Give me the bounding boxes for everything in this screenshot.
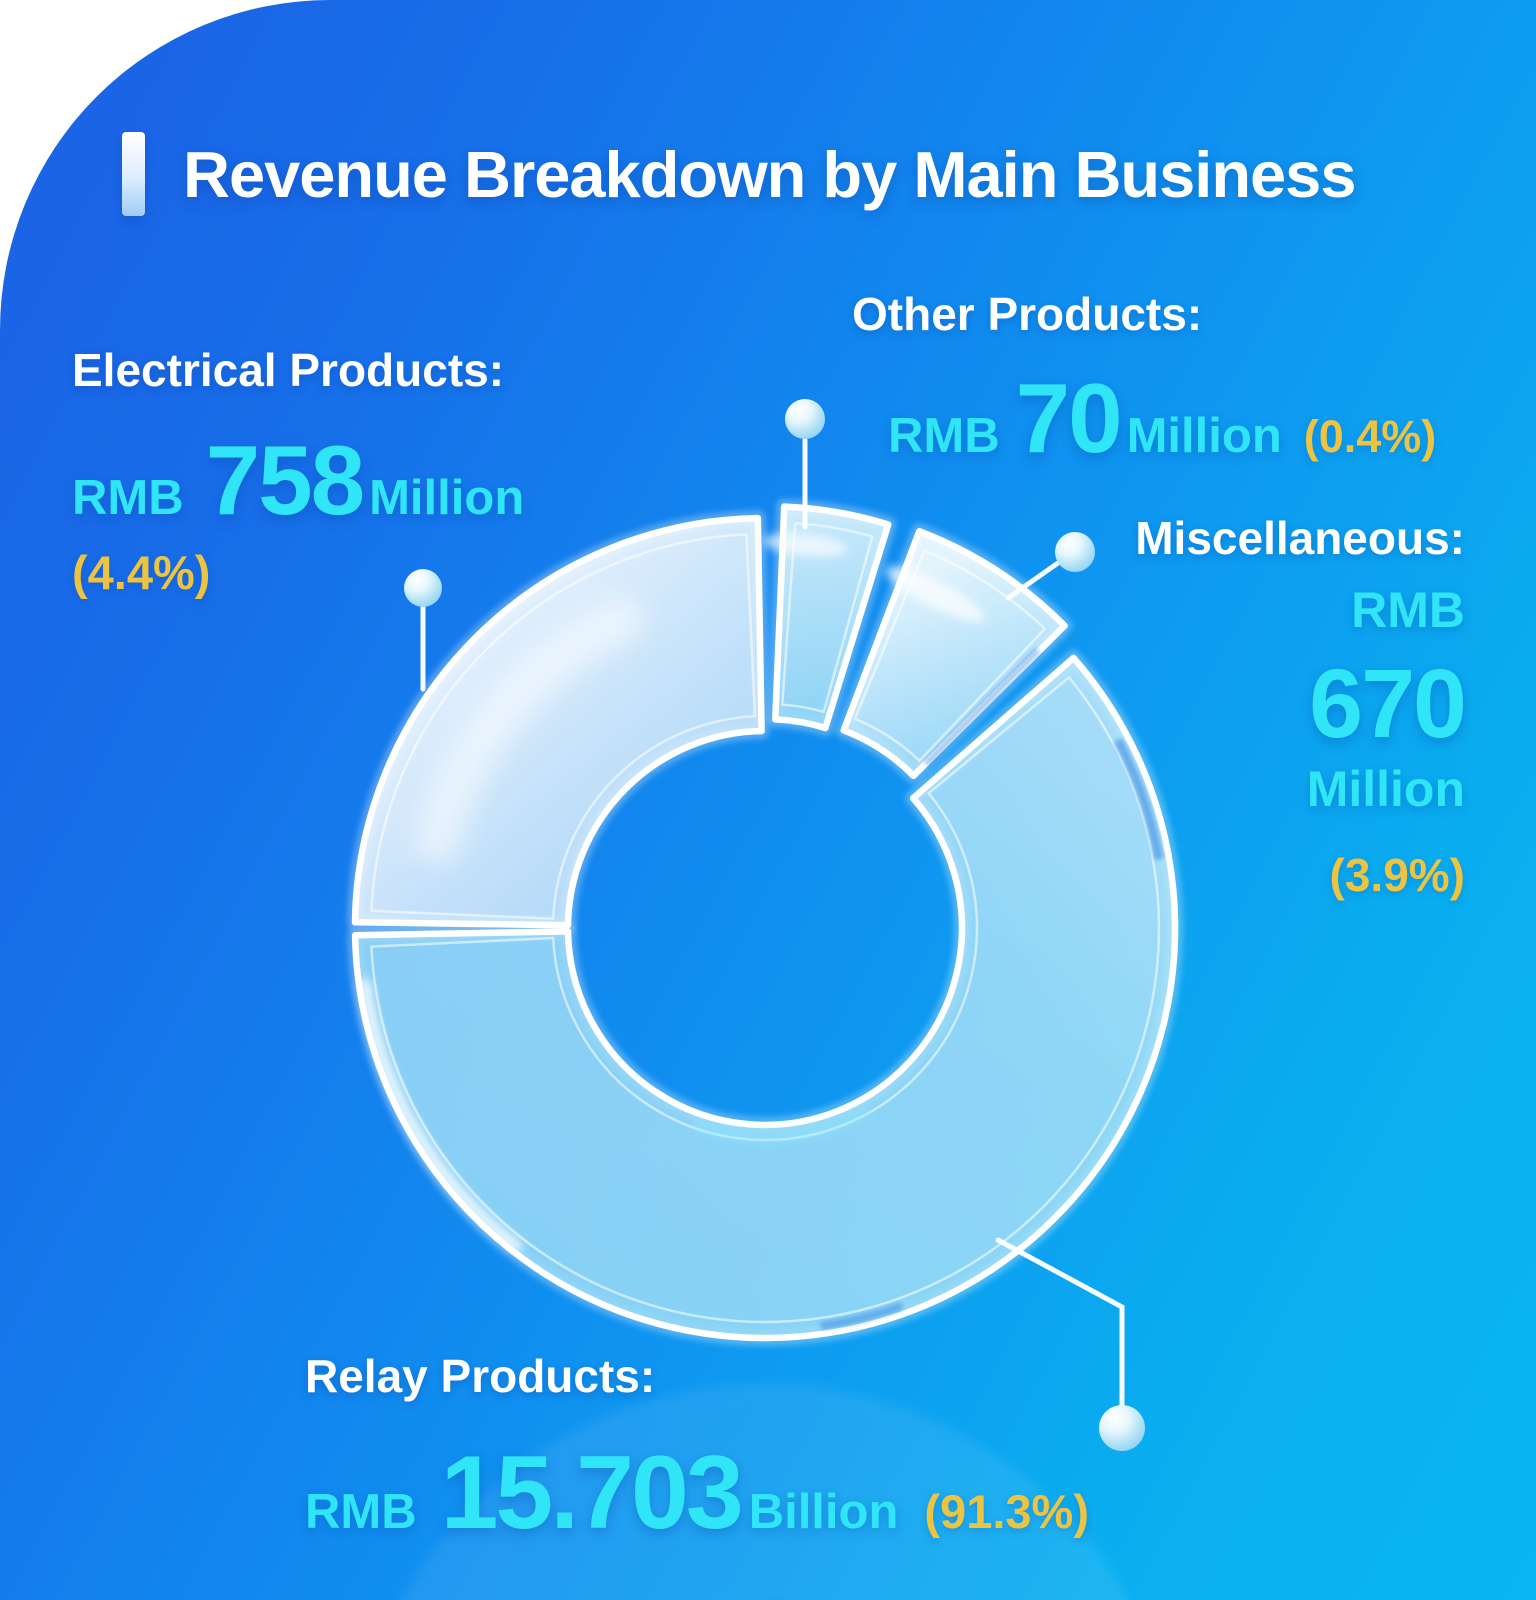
misc-refraction-streak (923, 647, 1041, 767)
relay-refraction-streak (1114, 737, 1164, 860)
currency-prefix: RMB (888, 408, 1000, 463)
percent-badge: (91.3%) (924, 1484, 1089, 1538)
callout-electrical-products: Electrical Products: RMB 758 Million (4.… (72, 344, 524, 600)
percent-badge: (0.4%) (1303, 410, 1437, 462)
leader-line-relay (995, 1237, 1125, 1409)
donut-segments (347, 498, 1183, 1346)
relay-inner-glow (691, 1105, 873, 1143)
callout-label: Electrical Products: (72, 344, 505, 396)
currency-prefix: RMB (305, 1484, 417, 1539)
callout-miscellaneous: Miscellaneous: RMB 670 Million (3.9%) (1135, 512, 1467, 902)
leader-ball-misc (1055, 532, 1095, 572)
value-number: 70 (1015, 362, 1123, 473)
callout-label: Miscellaneous: (1135, 512, 1465, 564)
value-unit: Million (1126, 408, 1282, 463)
donut-segment-misc (835, 523, 1073, 784)
header: Revenue Breakdown by Main Business (122, 132, 1356, 216)
leader-ball-other (785, 399, 825, 439)
percent-badge: (4.4%) (72, 545, 211, 599)
callout-other-products: Other Products: RMB 70 Million (0.4%) (852, 288, 1436, 467)
value-number: 15.703 (440, 1434, 744, 1551)
title-accent-bar (122, 132, 145, 216)
callout-label: Relay Products: (305, 1350, 656, 1402)
value-number: 670 (1309, 648, 1467, 758)
leader-lines (404, 399, 1145, 1451)
value-number: 758 (205, 424, 366, 535)
value-unit: Million (369, 470, 525, 525)
value-unit: Million (1306, 760, 1465, 817)
donut-segment-other (767, 498, 897, 736)
misc-shine-highlight (885, 566, 985, 622)
currency-prefix: RMB (72, 470, 184, 525)
callout-value-row: RMB 758 Million (72, 431, 524, 529)
electrical-shine-highlight (414, 597, 644, 863)
value-unit: Billion (748, 1484, 899, 1539)
callout-relay-products: Relay Products: RMB 15.703 Billion (91.3… (305, 1350, 1089, 1545)
currency-prefix: RMB (1351, 581, 1465, 638)
callout-value-row: RMB 15.703 Billion (91.3%) (305, 1441, 1089, 1545)
glass-highlights (359, 533, 1164, 1330)
callout-value-row: RMB 70 Million (0.4%) (888, 369, 1436, 467)
other-shine-highlight (763, 533, 847, 557)
leader-ball-relay (1099, 1405, 1145, 1451)
relay-rim-light (359, 978, 522, 1252)
donut-reflection (402, 1385, 1128, 1600)
leader-line-misc (1005, 560, 1061, 601)
callout-label: Other Products: (852, 288, 1203, 340)
leader-ball-electrical (404, 569, 442, 607)
relay-bottom-refraction-streak (820, 1302, 904, 1330)
page-title: Revenue Breakdown by Main Business (183, 137, 1356, 211)
percent-badge: (3.9%) (1329, 848, 1465, 901)
